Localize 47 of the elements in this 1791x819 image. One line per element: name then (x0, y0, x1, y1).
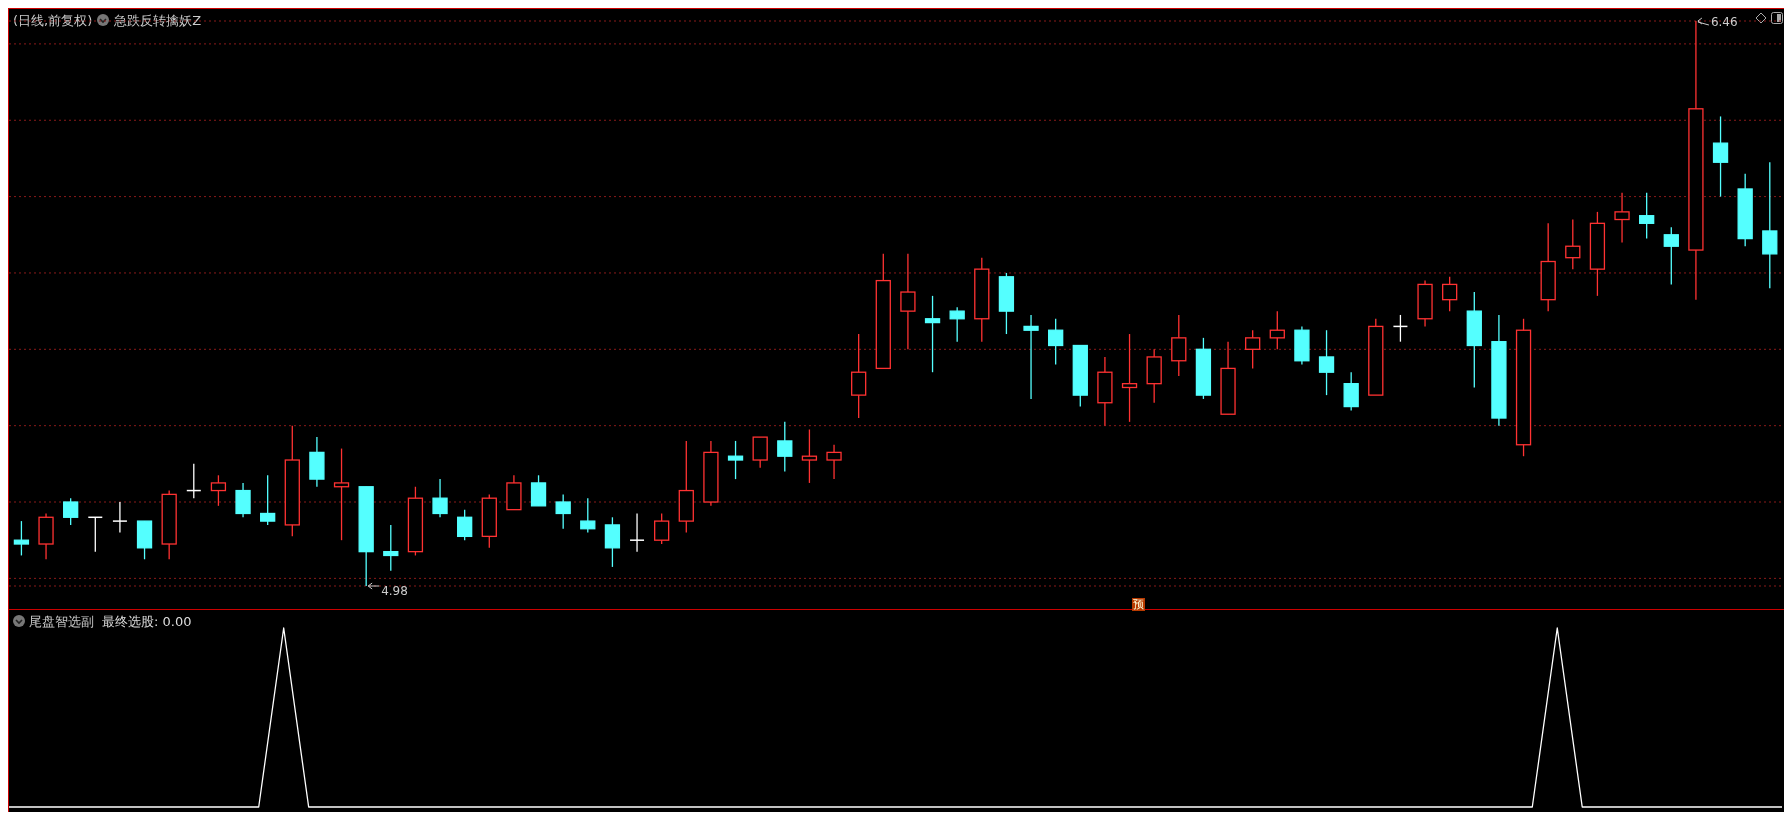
candlestick (1245, 329, 1261, 370)
candlestick (1343, 371, 1359, 412)
candlestick (629, 512, 645, 553)
candlestick (1318, 329, 1335, 396)
candlestick (530, 474, 547, 507)
candlestick (1442, 276, 1458, 312)
chart-title: (日线,前复权) (13, 13, 93, 28)
candlestick (654, 512, 670, 545)
candlestick (777, 421, 793, 473)
candlestick (1663, 226, 1679, 286)
candlestick (604, 516, 621, 568)
candlestick (851, 333, 867, 419)
candlestick (900, 253, 916, 350)
candlestick (1762, 161, 1778, 289)
candlestick (801, 428, 818, 484)
chart-title: 尾盘智选副 (29, 614, 94, 629)
candlestick (112, 501, 128, 534)
candlestick (949, 306, 965, 343)
candlestick (580, 497, 596, 534)
candlestick (13, 520, 30, 557)
candlestick (1712, 115, 1729, 198)
candlestick (235, 482, 251, 518)
candlestick (1121, 333, 1138, 423)
chart-subtitle: 急跌反转擒妖Z (114, 13, 202, 28)
candlestick (1565, 218, 1581, 270)
candlestick (924, 295, 941, 373)
candlestick (1023, 314, 1039, 400)
annotation: 6.46 (1710, 15, 1738, 29)
candlestick (1639, 192, 1655, 240)
candlestick (826, 444, 842, 480)
candlestick (210, 474, 227, 507)
candlestick (1269, 310, 1285, 350)
candlestick (1048, 318, 1064, 366)
candlestick (260, 474, 276, 526)
candlestick (555, 493, 571, 530)
candlestick (432, 478, 448, 518)
candlestick (333, 447, 350, 541)
annotation: 4.98 (381, 584, 408, 598)
candlestick (1614, 192, 1630, 244)
candlestick (63, 497, 79, 526)
text: 预 (1132, 598, 1145, 611)
text: 最终选股: 0.00 (102, 614, 192, 629)
candlestick (727, 440, 744, 480)
candlestick (1171, 314, 1187, 377)
candlestick (383, 524, 399, 572)
candlestick (457, 509, 473, 541)
candlestick (752, 436, 768, 469)
